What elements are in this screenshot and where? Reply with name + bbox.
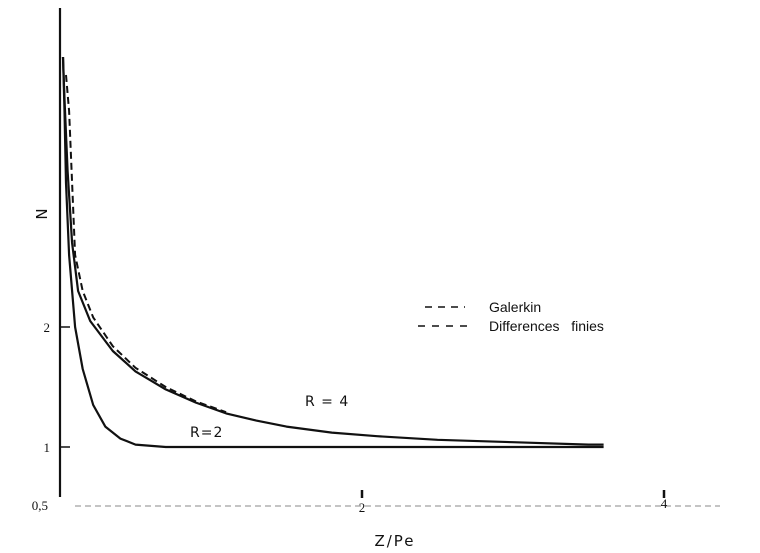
x-tick-label-2: 2 [359, 500, 366, 515]
legend: Galerkin Differences finies [418, 299, 604, 334]
legend-label-galerkin: Galerkin [489, 299, 541, 315]
x-tick-label-4: 4 [661, 496, 668, 511]
series-line-0 [61, 56, 604, 446]
series-layer [61, 56, 604, 449]
y-tick-label-2: 2 [44, 320, 51, 335]
legend-label-differences: Differences finies [489, 318, 604, 334]
curve-label-r4: R = 4 [305, 394, 349, 410]
curve-label-r2: R=2 [190, 425, 223, 441]
y-axis-title: N [33, 206, 51, 219]
x-axis-title: Z/Pe [374, 532, 415, 550]
series-line-2 [61, 56, 604, 449]
y-tick-label-1: 1 [44, 440, 51, 455]
series-line-1 [65, 74, 227, 414]
x-tick-label-origin: 0,5 [32, 498, 48, 513]
